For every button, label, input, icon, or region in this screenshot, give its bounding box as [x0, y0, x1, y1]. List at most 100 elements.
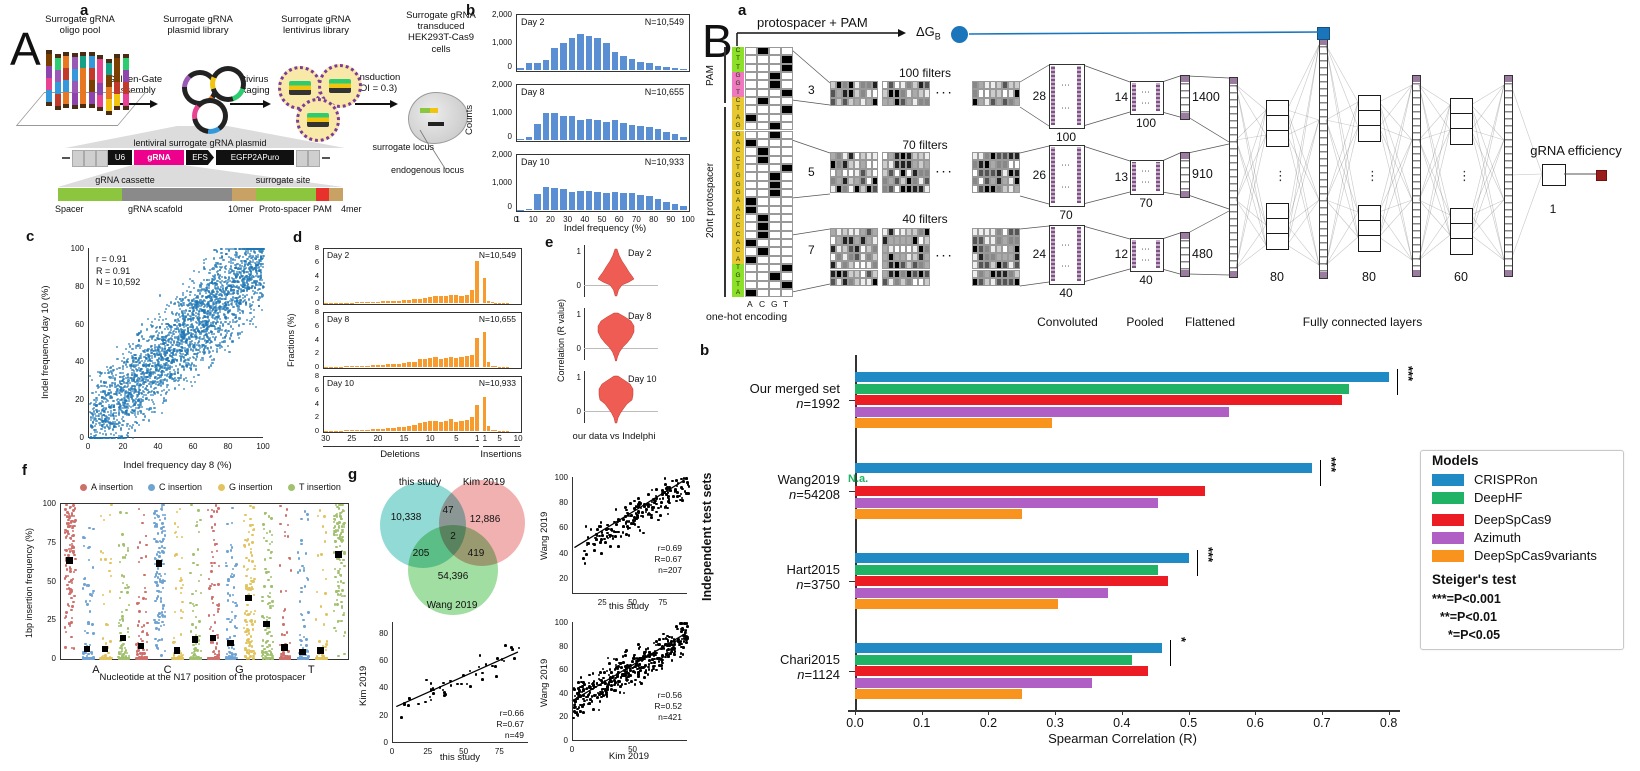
y-tick-label: 80: [75, 281, 84, 291]
strip-point: [153, 557, 157, 560]
fraction-bar: [412, 361, 417, 367]
strip-point: [324, 531, 328, 534]
scatter-point: [246, 264, 249, 267]
oligo-bar-segment: [71, 57, 78, 69]
scatter-point: [138, 401, 141, 404]
strip-point: [333, 626, 336, 630]
fraction-bar: [344, 366, 349, 367]
scatter-point: [112, 374, 115, 377]
strip-point: [303, 510, 307, 513]
scatter-point: [225, 280, 228, 283]
fraction-bar: [469, 289, 475, 303]
scatter-point: [159, 315, 162, 319]
strip-point: [142, 597, 145, 600]
hek-cell: [408, 92, 468, 144]
strip-point: [181, 600, 184, 603]
grna-cassette-label: gRNA cassette: [95, 175, 155, 185]
strip-point: [302, 618, 305, 621]
x-tick-label: 0: [513, 215, 519, 224]
scatter-point: [176, 372, 179, 375]
scatter-point: [105, 365, 108, 368]
strip-point: [251, 560, 254, 563]
scatter-point: [215, 292, 218, 296]
scatter-point: [132, 343, 135, 346]
strip-point: [321, 525, 325, 528]
scatter-point: [153, 380, 156, 383]
strip-point: [82, 657, 86, 660]
fraction-bar: [454, 295, 459, 303]
strip-point: [207, 614, 211, 617]
scatter-point: [242, 289, 245, 292]
y-tick-label: 4: [314, 270, 319, 280]
axis-line: [392, 622, 394, 742]
strip-point: [261, 639, 264, 642]
scatter-point: [226, 322, 229, 326]
scatter-point: [152, 370, 155, 374]
strip-point: [343, 652, 346, 656]
scatter-point: [108, 426, 111, 429]
fourmer-segment: [329, 188, 343, 201]
scatter-point: [184, 322, 187, 325]
strip-point: [117, 655, 120, 659]
scatter-point: [169, 331, 172, 335]
hist-bar: [551, 187, 559, 210]
strip-point: [73, 553, 76, 557]
axis-line: [392, 742, 528, 744]
scatter-point: [212, 311, 215, 315]
strip-point: [268, 591, 271, 594]
scatter-point: [212, 257, 215, 260]
strip-point: [251, 541, 254, 544]
strip-point: [122, 544, 126, 547]
oligo-bar-segment: [97, 95, 103, 107]
strip-point: [213, 621, 217, 624]
strip-point: [271, 600, 274, 603]
scatter-point: [104, 418, 107, 422]
strip-point: [246, 603, 249, 606]
scatter-point: [139, 344, 142, 347]
fraction-bar: [428, 358, 433, 367]
x-tick-label: 50: [597, 215, 607, 224]
scatter-point: [167, 327, 170, 331]
scatter-point: [234, 259, 237, 262]
subpanel-b-letter: b: [466, 2, 476, 19]
subpanel-e-letter: e: [545, 234, 554, 251]
n-count-label: N=10,933: [644, 157, 684, 167]
fraction-bar: [365, 429, 370, 431]
scatter-point: [90, 432, 93, 436]
strip-point: [189, 656, 192, 660]
mean-marker: [263, 620, 270, 628]
strip-point: [226, 599, 230, 602]
scatter-point: [195, 311, 198, 314]
grna-scaffold-label: gRNA scafold: [128, 204, 183, 214]
n-count-label: N=10,549: [644, 17, 684, 27]
scatter-point: [151, 320, 154, 324]
scatter-point: [90, 416, 93, 419]
scatter-point: [244, 264, 247, 267]
scatter-point: [209, 341, 212, 344]
scatter-point: [234, 266, 237, 270]
strip-point: [160, 508, 163, 511]
scatter-point: [189, 301, 192, 304]
scatter-point: [112, 409, 115, 412]
scatter-point: [112, 426, 115, 429]
strip-point: [177, 657, 180, 660]
scatter-point: [144, 380, 147, 384]
scatter-point: [219, 268, 222, 272]
strip-point: [140, 556, 143, 559]
strip-point: [215, 642, 218, 645]
dgb-input-node: [1317, 27, 1330, 40]
strip-point: [265, 539, 268, 543]
protospacer-axis-label: 20nt protospacer: [705, 162, 716, 239]
scatter-point: [98, 432, 101, 435]
strip-point: [283, 633, 286, 637]
strip-point: [264, 628, 267, 631]
strip-point: [324, 645, 327, 649]
scatter-point: [203, 287, 206, 290]
scatter-point: [131, 423, 134, 426]
scatter-point: [417, 702, 420, 706]
scatter-point: [184, 376, 188, 379]
scatter-point: [239, 290, 243, 294]
subpanel-a-letter: a: [80, 2, 89, 19]
scatter-point: [98, 421, 101, 424]
hist-bar: [671, 134, 679, 140]
